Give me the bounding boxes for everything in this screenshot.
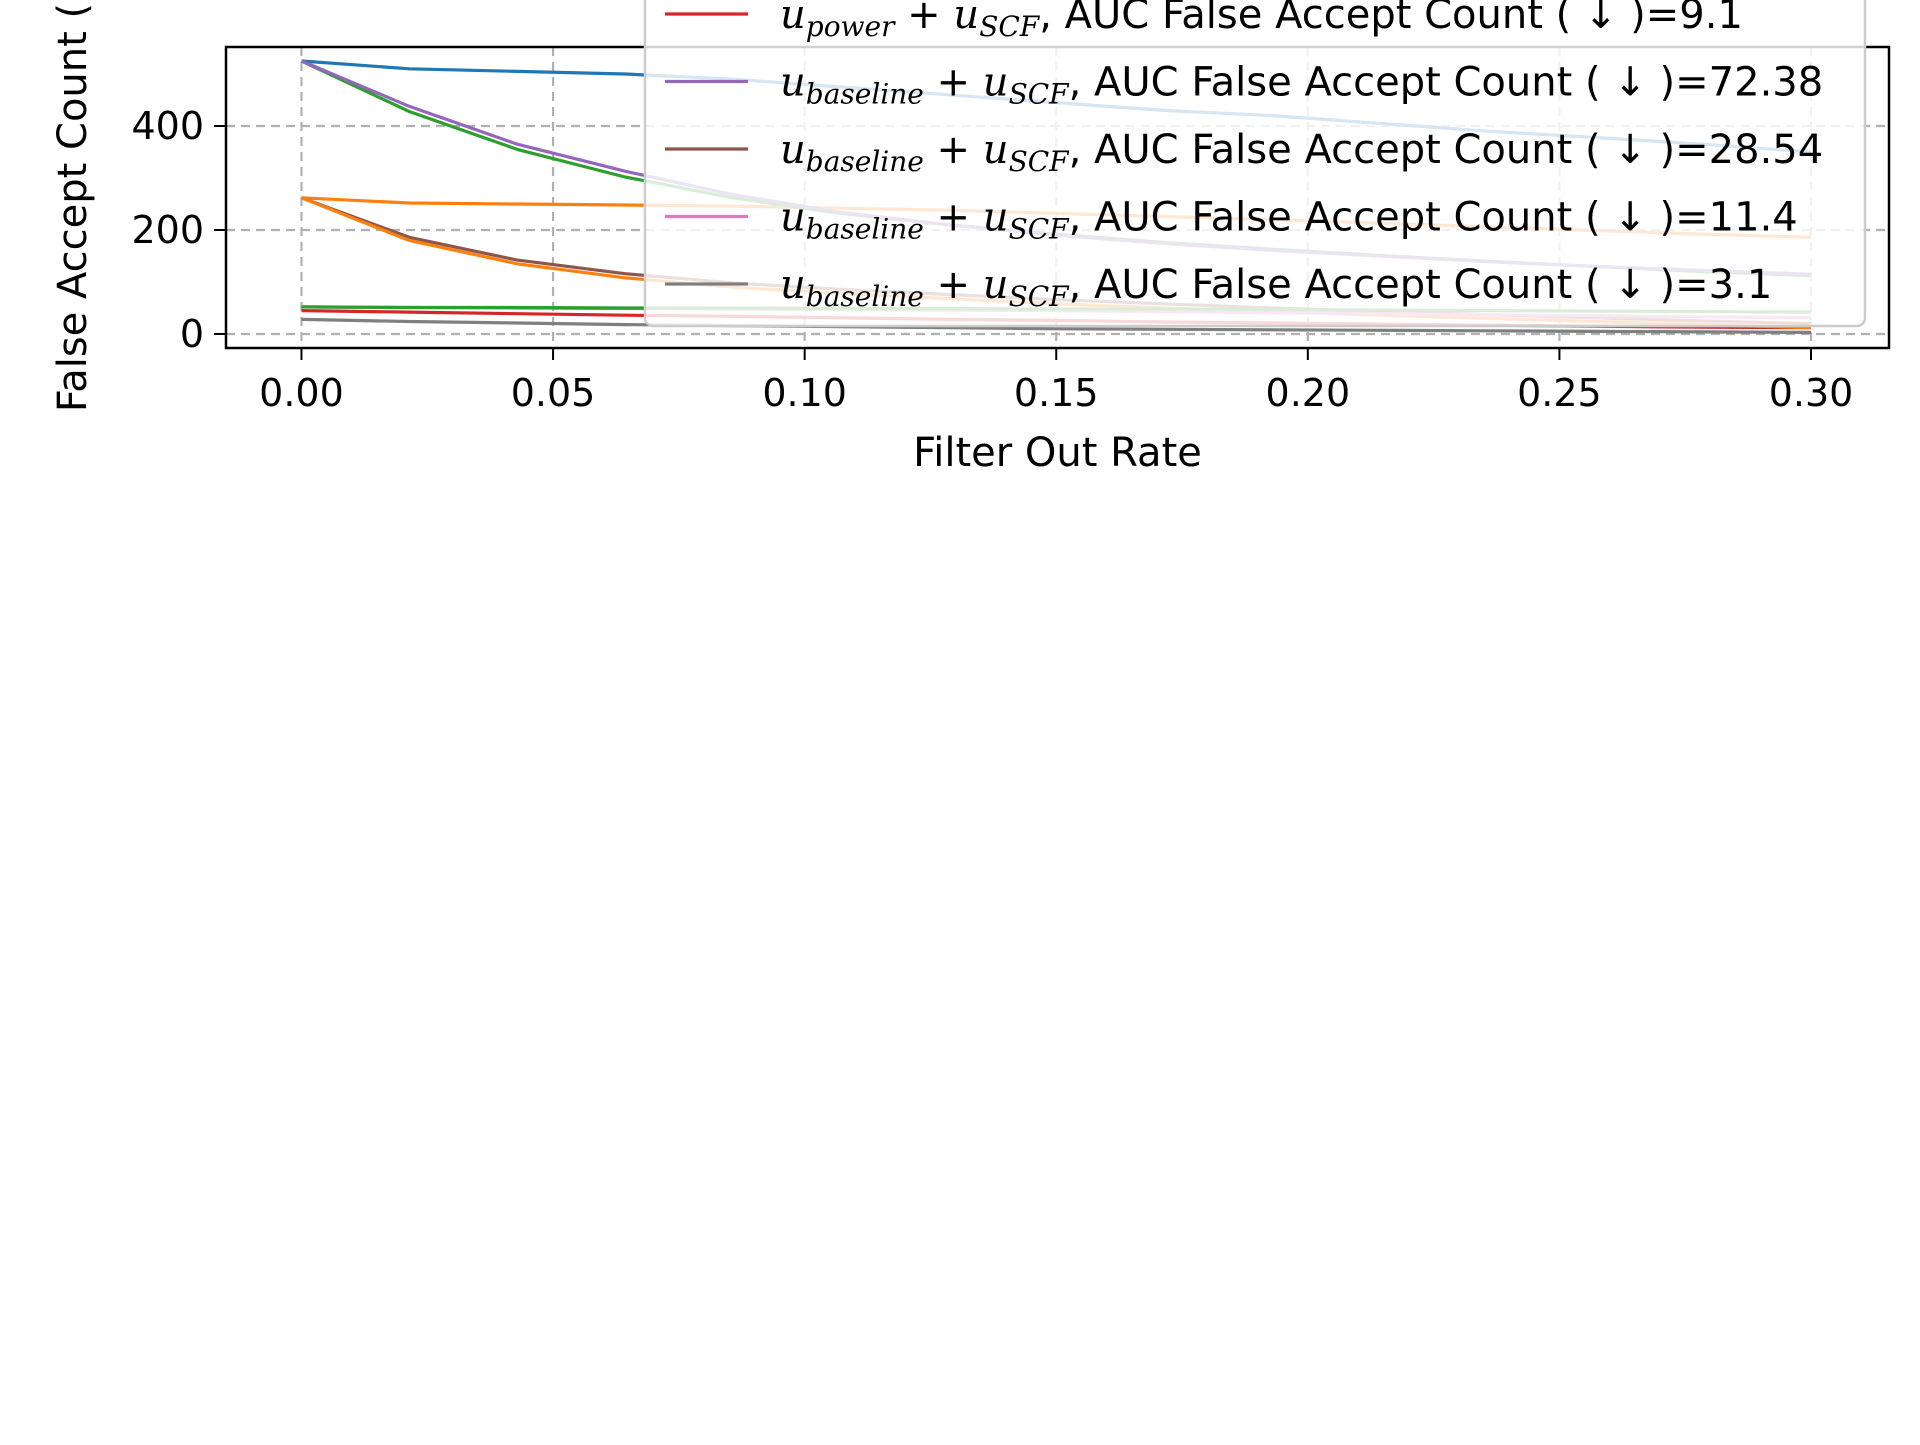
legend-subscript: baseline [806,145,924,178]
y-axis-title: False Accept Count ( [50,3,96,412]
x-tick-label: 0.25 [1517,371,1602,415]
legend-symbol: u [780,60,806,106]
legend-symbol: u [780,127,806,173]
legend: upower + uSCF, AUC False Accept Count ( … [643,0,1867,328]
legend-label: , AUC False Accept Count ( ↓ )=11.4 [1069,195,1798,241]
series-line-10 [301,317,1812,334]
legend-subscript: baseline [806,78,924,111]
legend-subscript-2: SCF [1009,145,1071,178]
legend-plus: + [924,127,983,173]
legend-symbol-2: u [953,0,979,38]
legend-symbol-2: u [983,195,1009,241]
x-tick-label: 0.05 [511,371,596,415]
legend-entry: ubaseline + uSCF, AUC False Accept Count… [780,195,1798,246]
y-tick-label: 400 [131,104,204,148]
legend-plus: + [924,262,983,308]
legend-entry: ubaseline + uSCF, AUC False Accept Count… [780,60,1823,111]
legend-subscript: baseline [806,213,924,246]
legend-symbol: u [780,0,806,38]
legend-symbol-2: u [983,60,1009,106]
x-tick-label: 0.00 [259,371,344,415]
x-tick-label: 0.20 [1266,371,1351,415]
legend-label: , AUC False Accept Count ( ↓ )=9.1 [1039,0,1743,38]
legend-label: , AUC False Accept Count ( ↓ )=28.54 [1069,127,1824,173]
legend-plus: + [894,0,953,38]
legend-symbol-2: u [983,127,1009,173]
x-tick-label: 0.10 [762,371,847,415]
legend-symbol-2: u [983,262,1009,308]
x-tick-label: 0.30 [1769,371,1854,415]
legend-subscript-2: SCF [1009,78,1071,111]
y-tick-label: 200 [131,208,204,252]
x-tick-label: 0.15 [1014,371,1099,415]
legend-entry: ubaseline + uSCF, AUC False Accept Count… [780,262,1772,313]
x-axis-title: Filter Out Rate [913,430,1202,476]
legend-subscript-2: SCF [979,10,1041,43]
legend-label: , AUC False Accept Count ( ↓ )=3.1 [1069,262,1773,308]
legend-subscript: baseline [806,280,924,313]
legend-plus: + [924,60,983,106]
legend-label: , AUC False Accept Count ( ↓ )=72.38 [1069,60,1824,106]
legend-box [643,0,1867,328]
legend-entry: upower + uSCF, AUC False Accept Count ( … [780,0,1743,43]
legend-symbol: u [780,195,806,241]
legend-subscript: power [806,10,896,43]
axis-ticks: 0.00 0.05 0.10 0.15 0.20 0.25 0.30 0 200 400 [131,104,1853,415]
y-tick-label: 0 [180,312,204,356]
legend-subscript-2: SCF [1009,213,1071,246]
legend-subscript-2: SCF [1009,280,1071,313]
legend-symbol: u [780,262,806,308]
legend-entry: ubaseline + uSCF, AUC False Accept Count… [780,127,1823,178]
legend-plus: + [924,195,983,241]
